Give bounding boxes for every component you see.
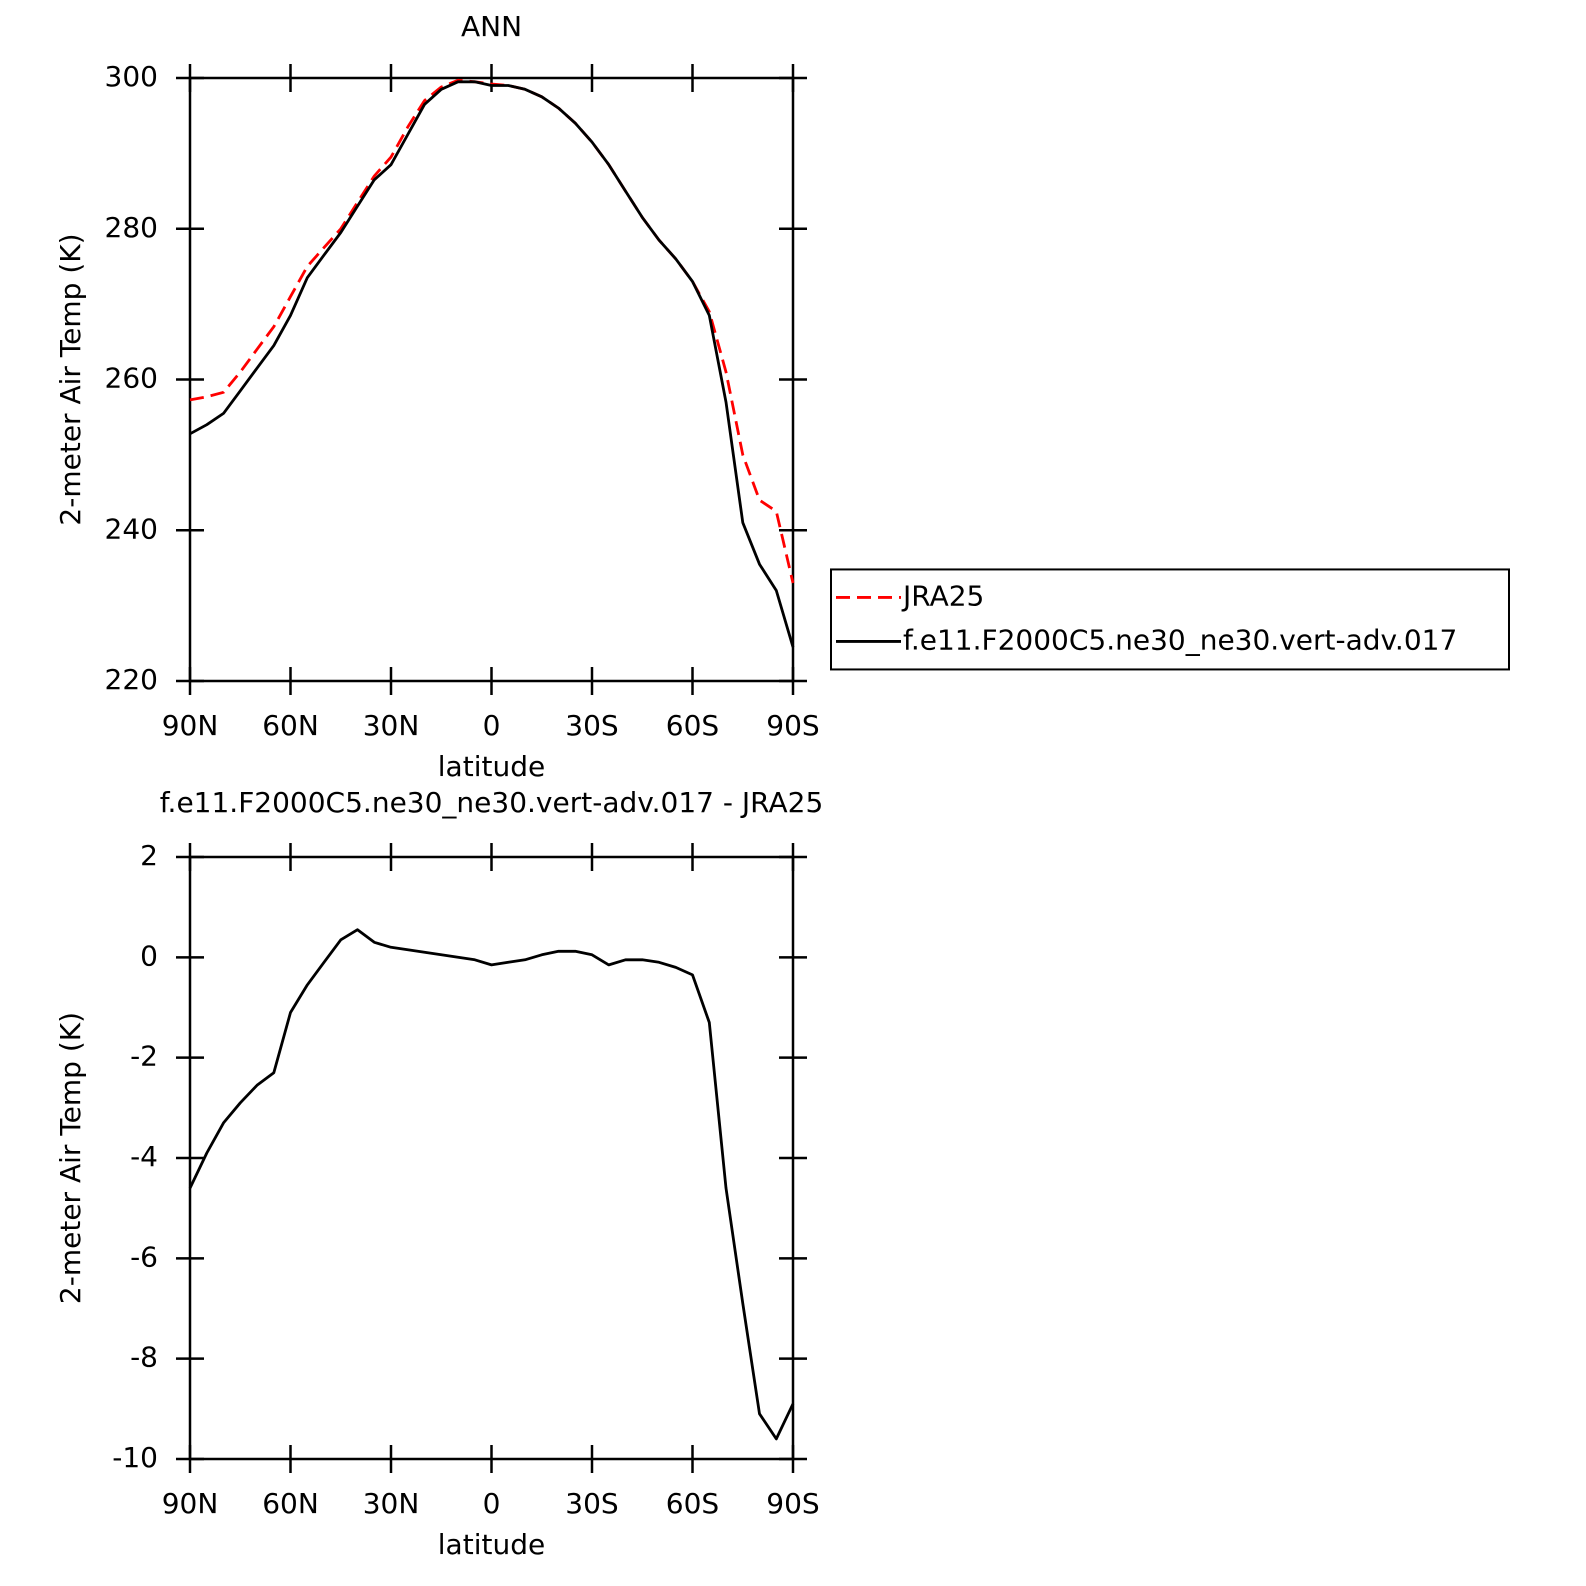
x-tick-label: 90N — [162, 1487, 219, 1520]
chart-title: ANN — [461, 10, 522, 43]
x-tick-label: 60N — [262, 1487, 319, 1520]
y-tick-label: 2 — [140, 839, 158, 872]
x-tick-label: 90S — [766, 1487, 819, 1520]
plot-frame — [188, 76, 795, 683]
y-tick-label: 300 — [105, 60, 158, 93]
x-tick-label: 90N — [162, 709, 219, 742]
y-tick-label: 240 — [105, 512, 158, 545]
x-axis-label: latitude — [438, 1528, 545, 1561]
y-axis-label: 2-meter Air Temp (K) — [54, 233, 87, 525]
y-tick-label: -2 — [130, 1040, 158, 1073]
plot-frame — [188, 855, 795, 1461]
x-tick-label: 60S — [666, 709, 719, 742]
legend-label: f.e11.F2000C5.ne30_ne30.vert-adv.017 — [903, 623, 1457, 656]
x-tick-label: 30N — [363, 709, 420, 742]
legend-box — [830, 568, 1510, 671]
x-tick-label: 90S — [766, 709, 819, 742]
y-tick-label: -10 — [112, 1441, 158, 1474]
y-tick-label: 220 — [105, 663, 158, 696]
legend-label: JRA25 — [901, 579, 984, 612]
y-tick-label: -8 — [130, 1341, 158, 1374]
chart-title: f.e11.F2000C5.ne30_ne30.vert-adv.017 - J… — [160, 786, 824, 819]
series-line — [188, 928, 795, 1441]
x-axis-label: latitude — [438, 750, 545, 783]
y-tick-label: 0 — [140, 939, 158, 972]
y-tick-label: -4 — [130, 1140, 158, 1173]
series-line — [189, 78, 795, 584]
x-tick-label: 30N — [363, 1487, 420, 1520]
y-axis-label: 2-meter Air Temp (K) — [54, 1012, 87, 1304]
x-tick-label: 60N — [262, 709, 319, 742]
x-tick-label: 0 — [483, 709, 501, 742]
x-tick-label: 30S — [565, 709, 618, 742]
y-tick-label: 280 — [105, 211, 158, 244]
x-tick-label: 60S — [666, 1487, 719, 1520]
x-tick-label: 30S — [565, 1487, 618, 1520]
series-line — [189, 80, 795, 648]
y-tick-label: 260 — [105, 362, 158, 395]
y-tick-label: -6 — [130, 1240, 158, 1273]
x-tick-label: 0 — [483, 1487, 501, 1520]
